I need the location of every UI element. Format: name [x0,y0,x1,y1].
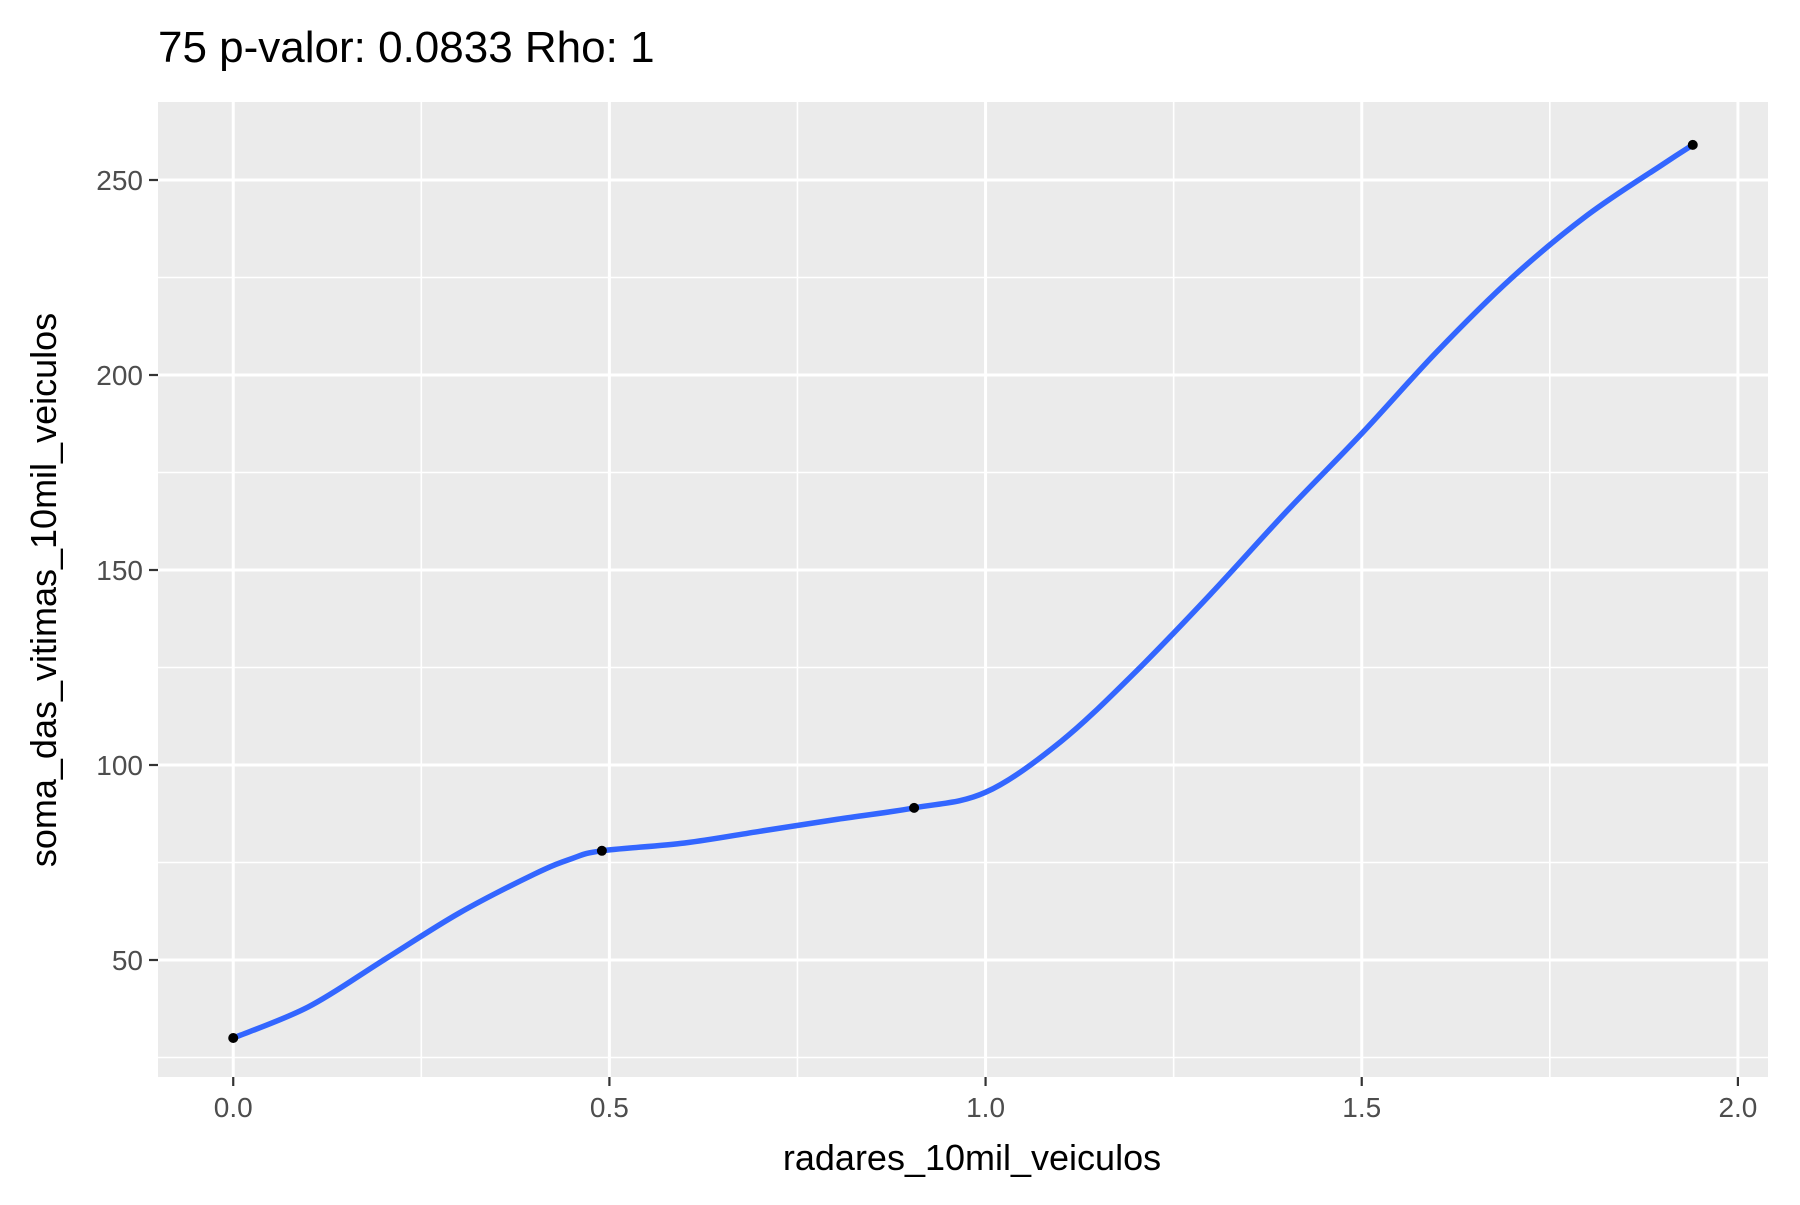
x-tick-label: 0.5 [590,1092,629,1123]
x-axis: 0.0 0.5 1.0 1.5 2.0 [214,1077,1757,1123]
y-tick-label: 100 [96,750,143,781]
chart-title: 75 p-valor: 0.0833 Rho: 1 [158,23,655,72]
plot-panel [158,102,1768,1077]
y-tick-label: 200 [96,360,143,391]
y-tick-label: 150 [96,555,143,586]
smooth-line-series [230,142,1696,1041]
y-axis-title: soma_das_vitimas_10mil_veiculos [23,313,64,867]
data-point [228,1033,239,1043]
y-tick-label: 250 [96,165,143,196]
x-tick-label: 1.0 [966,1092,1005,1123]
data-point [1687,139,1698,150]
data-point [909,802,920,813]
y-axis: 50 100 150 200 250 [96,165,158,976]
x-tick-label: 1.5 [1342,1092,1381,1123]
x-axis-title: radares_10mil_veiculos [783,1137,1161,1178]
major-gridlines [158,102,1768,1077]
x-tick-label: 2.0 [1718,1092,1757,1123]
minor-gridlines [158,102,1768,1077]
data-point [596,845,607,856]
y-tick-label: 50 [112,945,143,976]
data-points [228,139,1698,1043]
x-tick-label: 0.0 [214,1092,253,1123]
